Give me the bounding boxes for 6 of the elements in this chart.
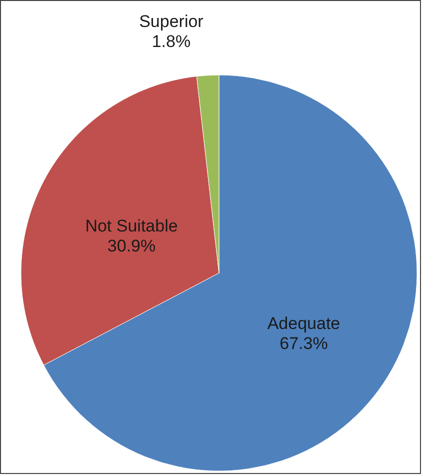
data-label: 30.9% bbox=[107, 236, 156, 256]
data-label: 67.3% bbox=[280, 334, 328, 354]
slice-label: Superior bbox=[139, 12, 204, 31]
data-label: 1.8% bbox=[152, 32, 191, 51]
slice-label: Adequate bbox=[267, 314, 340, 334]
slice-label: Not Suitable bbox=[85, 216, 178, 236]
